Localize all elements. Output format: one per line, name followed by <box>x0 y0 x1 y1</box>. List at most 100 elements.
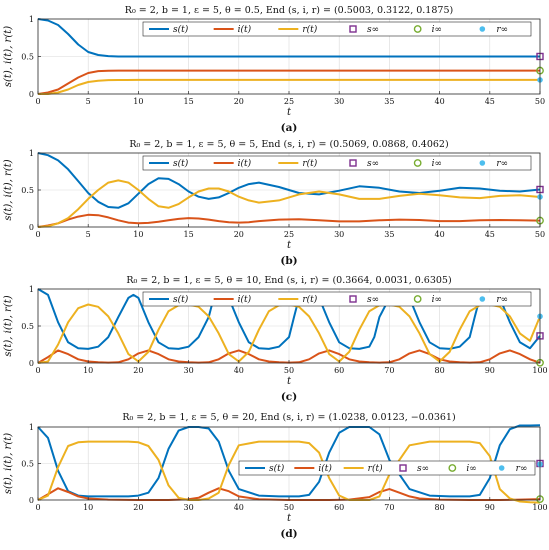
x-tick-label: 10 <box>133 97 143 106</box>
legend-label: s∞ <box>367 25 379 35</box>
x-tick-label: 70 <box>384 366 394 375</box>
legend-label: i(t) <box>318 463 332 474</box>
y-tick-label: 1 <box>29 149 34 158</box>
y-axis-label: s(t), i(t), r(t) <box>3 433 14 494</box>
legend-label: s(t) <box>173 24 189 35</box>
x-tick-label: 30 <box>334 97 344 106</box>
x-tick-label: 60 <box>334 366 344 375</box>
legend-label: s∞ <box>367 159 379 169</box>
chart-panel-0: 0 5 10 15 20 25 30 35 40 45 50 0 0.5 1 R₀ = 2, b = 1, … <box>3 5 545 134</box>
x-tick-label: 50 <box>284 503 294 512</box>
legend-swatch <box>349 159 357 167</box>
chart-title: R₀ = 2, b = 1, ε = 5, θ = 20, End (s, i,… <box>122 412 455 423</box>
x-tick-label: 35 <box>384 97 394 106</box>
legend-box <box>142 291 532 307</box>
y-tick-label: 0 <box>29 496 34 505</box>
y-axis-label: s(t), i(t), r(t) <box>3 159 14 220</box>
x-axis-label: t <box>287 107 292 118</box>
legend-swatch <box>479 26 486 32</box>
legend-swatch <box>479 296 486 302</box>
x-tick-label: 80 <box>435 503 445 512</box>
chart-panel-3: 0 10 20 30 40 50 60 70 80 90 100 0 0.5 1 R₀ = 2, b = 1… <box>3 412 548 540</box>
x-tick-label: 40 <box>234 366 244 375</box>
legend-label: r(t) <box>368 463 383 474</box>
x-tick-label: 70 <box>384 503 394 512</box>
chart-title: R₀ = 2, b = 1, ε = 5, θ = 0.5, End (s, i… <box>125 5 453 16</box>
x-axis-label: t <box>287 513 292 524</box>
legend-label: i∞ <box>432 159 442 169</box>
legend: s(t) i(t) r(t) s∞ i∞ r∞ <box>142 291 532 307</box>
legend: s(t) i(t) r(t) s∞ i∞ r∞ <box>142 21 532 37</box>
chart-title: R₀ = 2, b = 1, ε = 5, θ = 10, End (s, i,… <box>126 275 451 286</box>
legend-label: s∞ <box>417 464 429 474</box>
x-tick-label: 50 <box>284 366 294 375</box>
legend-swatch <box>448 464 457 472</box>
x-tick-label: 10 <box>83 366 93 375</box>
legend-label: r∞ <box>516 464 528 474</box>
x-tick-label: 20 <box>234 97 244 106</box>
series-line-s <box>37 18 540 58</box>
x-tick-label: 40 <box>435 230 445 239</box>
panel-label: (c) <box>281 391 297 403</box>
y-tick-label: 0.5 <box>21 322 34 331</box>
legend-label: s∞ <box>367 295 379 305</box>
y-tick-label: 0.5 <box>21 186 34 195</box>
x-axis-label: t <box>287 376 292 387</box>
x-tick-label: 100 <box>532 503 547 512</box>
panel-label: (d) <box>280 528 297 540</box>
legend-label: s(t) <box>173 158 189 169</box>
chart-title: R₀ = 2, b = 1, ε = 5, θ = 5, End (s, i, … <box>129 139 448 150</box>
legend-label: i(t) <box>238 294 252 305</box>
legend-label: i∞ <box>432 25 442 35</box>
legend-label: r(t) <box>302 294 317 305</box>
legend: s(t) i(t) r(t) s∞ i∞ r∞ <box>142 155 532 171</box>
x-tick-label: 25 <box>284 97 294 106</box>
legend-label: s(t) <box>269 463 285 474</box>
y-tick-label: 0 <box>29 90 34 99</box>
series-line-r <box>38 78 540 95</box>
y-tick-label: 0 <box>29 359 34 368</box>
x-tick-label: 40 <box>435 97 445 106</box>
legend-label: r∞ <box>496 25 508 35</box>
legend-swatch <box>413 159 422 167</box>
x-tick-label: 20 <box>234 230 244 239</box>
legend: s(t) i(t) r(t) s∞ i∞ r∞ <box>238 460 536 476</box>
x-tick-label: 0 <box>35 97 40 106</box>
x-tick-label: 10 <box>133 230 143 239</box>
x-tick-label: 50 <box>535 97 545 106</box>
x-tick-label: 40 <box>234 503 244 512</box>
legend-label: i∞ <box>466 464 476 474</box>
x-tick-label: 20 <box>133 366 143 375</box>
y-tick-label: 0.5 <box>21 460 34 469</box>
x-tick-label: 50 <box>535 230 545 239</box>
series-line-r <box>37 440 541 504</box>
legend-swatch <box>399 464 407 472</box>
x-tick-label: 0 <box>35 503 40 512</box>
series-line-s <box>37 288 541 350</box>
legend-box <box>142 155 532 171</box>
x-tick-label: 45 <box>485 97 495 106</box>
legend-label: s(t) <box>173 294 189 305</box>
series-line-s <box>37 424 541 498</box>
series-line-i <box>37 213 541 228</box>
legend-label: r∞ <box>496 159 508 169</box>
x-tick-label: 15 <box>184 97 194 106</box>
x-tick-label: 0 <box>35 366 40 375</box>
y-tick-label: 1 <box>29 285 34 294</box>
y-tick-label: 0 <box>29 223 34 232</box>
legend-label: r(t) <box>302 24 317 35</box>
legend-swatch <box>498 465 505 471</box>
legend-swatch <box>479 160 486 166</box>
series-line-i <box>37 69 540 95</box>
legend-swatch <box>413 25 422 33</box>
legend-swatch <box>349 25 357 33</box>
chart-panel-2: 0 10 20 30 40 50 60 70 80 90 100 0 0.5 1 R₀ = 2, b = 1… <box>3 275 548 403</box>
legend-swatch <box>413 295 422 303</box>
legend-swatch <box>349 295 357 303</box>
x-tick-label: 25 <box>284 230 294 239</box>
x-tick-label: 90 <box>485 366 495 375</box>
legend-label: i∞ <box>432 295 442 305</box>
legend-label: i(t) <box>238 24 252 35</box>
x-tick-label: 30 <box>184 366 194 375</box>
